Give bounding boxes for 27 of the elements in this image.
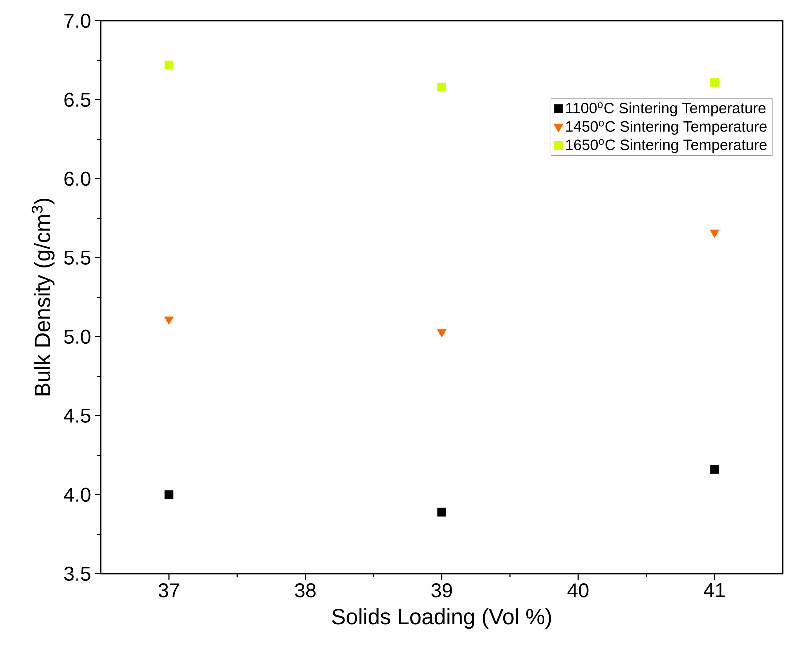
point <box>164 490 174 500</box>
y-tick-label: 6.5 <box>64 92 91 108</box>
x-tick-label: 40 <box>568 584 589 598</box>
y-tick-label: 4.5 <box>64 409 91 423</box>
legend-label: 1650$^{o}$C Sintering Temperature <box>566 139 767 154</box>
point <box>438 508 446 517</box>
x-tick-label: 37 <box>158 584 180 598</box>
y-tick-label: 7.0 <box>64 14 91 28</box>
point <box>437 329 447 338</box>
point <box>710 465 720 474</box>
y-tick-label: 4.0 <box>64 488 91 502</box>
point <box>164 316 174 326</box>
point <box>710 230 720 238</box>
x-tick-label: 38 <box>295 584 316 598</box>
point <box>438 82 446 92</box>
x-tick-label: 41 <box>704 584 725 598</box>
legend-label: 1100$^{o}$C Sintering Temperature <box>566 102 766 117</box>
point <box>710 78 720 88</box>
y-axis-title: Bulk Density (g/cm$^{3}$) <box>32 198 55 396</box>
y-tick-label: 3.5 <box>64 566 91 582</box>
y-tick-label: 6.0 <box>64 172 91 186</box>
legend-label: 1450$^{o}$C Sintering Temperature <box>566 120 767 135</box>
y-tick-label: 5.5 <box>64 251 91 265</box>
point <box>164 60 174 70</box>
y-tick-label: 5.0 <box>64 330 91 344</box>
x-tick-label: 39 <box>432 584 452 598</box>
x-axis-title: Solids Loading (Vol %) <box>332 608 552 630</box>
